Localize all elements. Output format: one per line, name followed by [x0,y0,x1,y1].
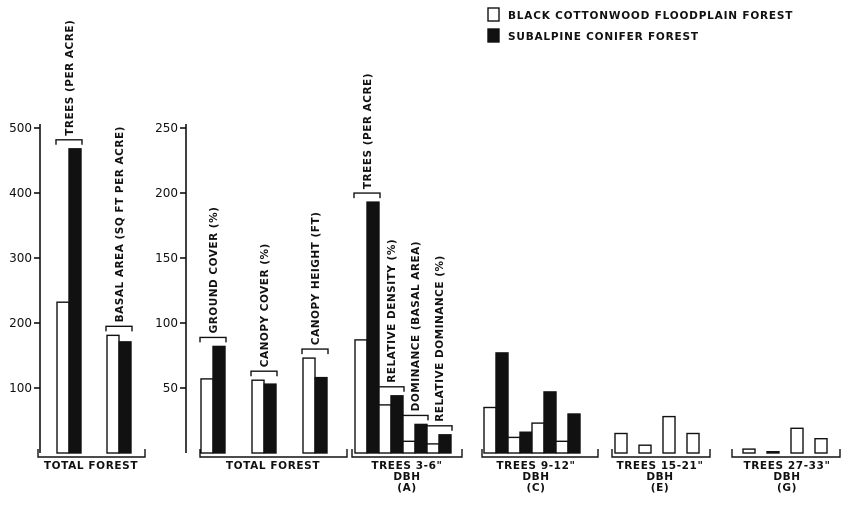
group-label: TOTAL FOREST [44,460,138,472]
metric-label: CANOPY HEIGHT (FT) [310,212,322,346]
group-label: TREES 15-21" [616,460,703,472]
bar [614,432,628,454]
pair-bracket [353,192,381,199]
metric-label: TREES (PER ACRE) [362,73,374,189]
legend: BLACK COTTONWOOD FLOODPLAIN FOREST SUBAL… [487,7,793,43]
bar [378,404,392,454]
y-tick-label: 200 [9,316,32,330]
metric-label: GROUND COVER (%) [208,207,220,334]
bar [263,383,277,454]
y-tick-label: 150 [155,251,178,265]
y-tick-label: 400 [9,186,32,200]
bar [366,201,380,454]
group-bracket [611,449,711,458]
bar [519,431,533,454]
group-bracket [351,449,463,458]
bar [414,423,428,454]
bar [118,341,132,454]
legend-swatch-cottonwood [487,7,500,22]
bar [426,443,440,454]
bar [567,413,581,454]
legend-label-conifer: SUBALPINE CONIFER FOREST [508,31,699,43]
legend-swatch-conifer [487,28,500,43]
group-label: (G) [777,482,797,494]
y-tick-label: 50 [163,381,178,395]
group-label: DBH [646,471,673,483]
group-label: TOTAL FOREST [226,460,320,472]
bar [212,345,226,454]
bar [483,406,497,454]
pair-bracket [105,325,133,332]
group-bracket [731,449,841,458]
bar [495,352,509,454]
pair-bracket [55,139,83,145]
bar [662,415,676,454]
bar [531,422,545,454]
group-label: (E) [651,482,670,494]
group-label: TREES 3-6" [371,460,442,472]
group-label: (C) [526,482,545,494]
bar [402,440,416,454]
group-label: TREES 9-12" [496,460,575,472]
y-tick-label: 250 [155,121,178,135]
group-label: TREES 27-33" [743,460,830,472]
pair-bracket [199,336,227,343]
bar [354,339,368,454]
group-bracket [37,449,146,458]
bar [638,444,652,454]
pair-bracket [301,348,329,355]
panel-total-forest-large: 100 200 300 400 500 TOTAL FOREST TREES (PER AC… [9,20,146,472]
legend-label-cottonwood: BLACK COTTONWOOD FLOODPLAIN FOREST [508,10,793,22]
bar [555,440,569,454]
bar [390,395,404,454]
group-bracket [199,449,348,458]
metric-label: CANOPY COVER (%) [259,243,271,367]
y-tick-label: 200 [155,186,178,200]
bar [507,436,521,454]
bar [68,148,82,454]
bar [814,438,828,454]
metric-label: RELATIVE DENSITY (%) [386,239,398,383]
bar [106,334,120,454]
group-label: (A) [397,482,417,494]
y-tick-label: 100 [9,381,32,395]
group-label: DBH [773,471,800,483]
metric-label: RELATIVE DOMINANCE (%) [434,255,446,422]
group-label: DBH [522,471,549,483]
bar [766,451,780,454]
panel-detail: 50 100 150 200 250 TOTAL FOREST GROUND COVER (… [155,73,841,494]
bar [251,379,265,454]
bar [790,427,804,454]
bar [438,434,452,454]
bar [686,432,700,454]
metric-label: BASAL AREA (SQ FT PER ACRE) [114,126,126,322]
pair-bracket [401,414,429,421]
y-tick-label: 100 [155,316,178,330]
y-tick-label: 300 [9,251,32,265]
bar [56,301,70,454]
bar [200,378,214,454]
bar [314,376,328,454]
group-label: DBH [393,471,420,483]
y-tick-label: 500 [9,121,32,135]
group-bracket [481,449,599,458]
bar [302,357,316,454]
pair-bracket [425,425,453,431]
pair-bracket [377,386,405,392]
pair-bracket [250,370,278,377]
bar [742,448,756,454]
metric-label: TREES (PER ACRE) [64,20,76,136]
metric-label: DOMINANCE (BASAL AREA) [410,241,422,412]
bar [543,391,557,454]
